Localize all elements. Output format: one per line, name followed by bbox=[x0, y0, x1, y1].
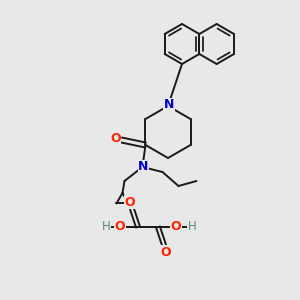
Text: O: O bbox=[110, 133, 121, 146]
Text: H: H bbox=[188, 220, 196, 233]
Text: O: O bbox=[115, 220, 125, 233]
Text: N: N bbox=[138, 160, 149, 173]
Text: N: N bbox=[164, 98, 174, 112]
Text: O: O bbox=[161, 245, 171, 259]
Text: O: O bbox=[125, 196, 135, 208]
Text: H: H bbox=[102, 220, 110, 233]
Text: O: O bbox=[171, 220, 181, 233]
